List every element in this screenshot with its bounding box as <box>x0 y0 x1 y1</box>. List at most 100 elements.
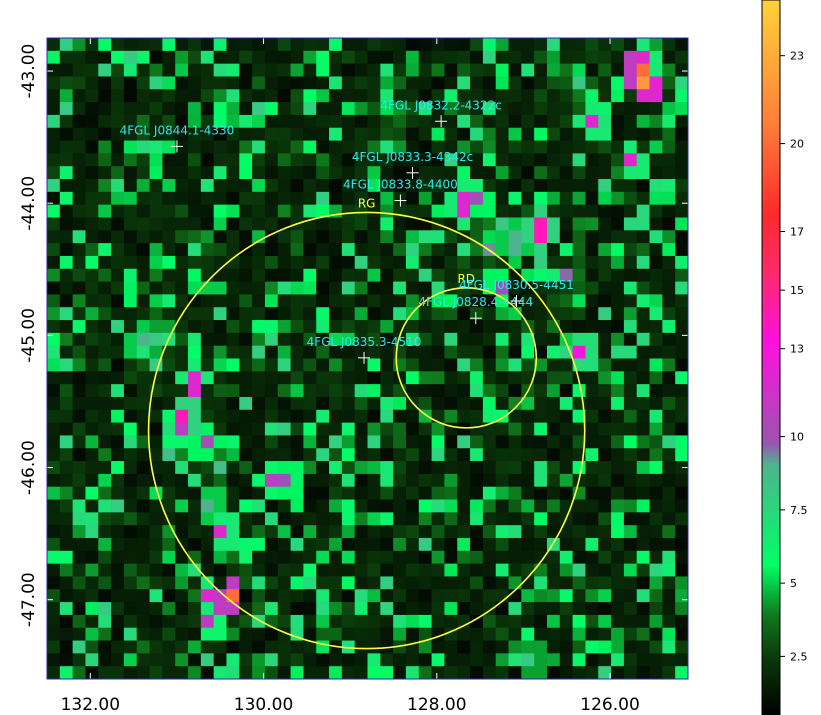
heatmap-cell <box>585 550 599 565</box>
heatmap-cell <box>675 550 688 565</box>
heatmap-cell <box>559 294 574 308</box>
heatmap-cell <box>162 166 176 180</box>
heatmap-cell <box>546 76 561 90</box>
heatmap-cell <box>534 63 548 78</box>
heatmap-cell <box>149 127 163 142</box>
heatmap-cell <box>482 127 497 142</box>
heatmap-cell <box>72 640 87 654</box>
heatmap-cell <box>367 217 381 231</box>
heatmap-cell <box>636 627 651 642</box>
heatmap-cell <box>226 38 240 52</box>
heatmap-cell <box>59 140 74 154</box>
heatmap-cell <box>598 512 612 526</box>
heatmap-cell <box>72 409 87 424</box>
heatmap-cell <box>585 640 599 654</box>
heatmap-cell <box>85 38 99 52</box>
heatmap-cell <box>162 204 176 219</box>
heatmap-cell <box>585 50 599 65</box>
heatmap-cell <box>675 435 688 449</box>
heatmap-cell <box>611 550 625 565</box>
heatmap-cell <box>341 384 356 398</box>
heatmap-cell <box>649 217 663 231</box>
heatmap-cell <box>495 563 510 578</box>
heatmap-cell <box>175 461 189 475</box>
heatmap-cell <box>457 512 471 526</box>
heatmap-cell <box>136 179 151 193</box>
heatmap-cell <box>444 191 458 206</box>
heatmap-cell <box>162 409 176 424</box>
heatmap-cell <box>444 486 458 501</box>
heatmap-cell <box>98 38 112 52</box>
heatmap-cell <box>98 666 112 679</box>
heatmap-cell <box>585 281 599 295</box>
heatmap-cell <box>200 499 215 513</box>
heatmap-cell <box>405 448 420 462</box>
heatmap-cell <box>380 294 394 308</box>
heatmap-cell <box>457 268 471 283</box>
heatmap-cell <box>444 461 458 475</box>
heatmap-cell <box>329 576 343 590</box>
heatmap-cell <box>546 358 561 372</box>
heatmap-cell <box>354 448 369 462</box>
heatmap-cell <box>123 307 138 321</box>
heatmap-cell <box>136 76 151 90</box>
heatmap-cell <box>200 102 215 116</box>
heatmap-cell <box>85 435 99 449</box>
heatmap-cell <box>534 191 548 206</box>
heatmap-cell <box>329 473 343 488</box>
heatmap-cell <box>239 102 253 116</box>
heatmap-cell <box>572 435 587 449</box>
heatmap-cell <box>649 640 663 654</box>
heatmap-cell <box>123 243 138 257</box>
heatmap-cell <box>418 243 433 257</box>
heatmap-cell <box>534 255 548 270</box>
heatmap-cell <box>534 307 548 321</box>
heatmap-cell <box>329 627 343 642</box>
heatmap-cell <box>482 179 497 193</box>
x-tick-label: 128.00 <box>407 695 466 715</box>
heatmap-cell <box>200 653 215 667</box>
heatmap-cell <box>418 384 433 398</box>
heatmap-cell <box>72 89 87 103</box>
heatmap-cell <box>123 525 138 539</box>
heatmap-cell <box>367 640 381 654</box>
heatmap-cell <box>98 294 112 308</box>
heatmap-cell <box>354 114 369 129</box>
heatmap-cell <box>123 38 138 52</box>
heatmap-cell <box>303 281 317 295</box>
heatmap-cell <box>598 102 612 116</box>
heatmap-cell <box>98 602 112 616</box>
heatmap-cell <box>470 461 484 475</box>
heatmap-cell <box>316 102 330 116</box>
heatmap-cell <box>380 653 394 667</box>
heatmap-cell <box>431 166 446 180</box>
heatmap-cell <box>482 281 497 295</box>
heatmap-cell <box>277 114 292 129</box>
heatmap-cell <box>188 512 202 526</box>
region-label-rg: RG <box>358 196 376 210</box>
heatmap-cell <box>329 602 343 616</box>
heatmap-cell <box>546 294 561 308</box>
heatmap-cell <box>59 243 74 257</box>
heatmap-cell <box>264 204 279 219</box>
heatmap-cell <box>418 371 433 385</box>
heatmap-cell <box>136 473 151 488</box>
heatmap-cell <box>675 89 688 103</box>
heatmap-cell <box>380 281 394 295</box>
heatmap-cell <box>598 243 612 257</box>
heatmap-cell <box>200 473 215 488</box>
colorbar-tick-label: 13 <box>790 343 804 356</box>
heatmap-cell <box>175 358 189 372</box>
heatmap-cell <box>662 50 676 65</box>
heatmap-cell <box>495 217 510 231</box>
heatmap-cell <box>418 358 433 372</box>
heatmap-cell <box>47 486 61 501</box>
heatmap-cell <box>675 127 688 142</box>
heatmap-cell <box>303 140 317 154</box>
heatmap-cell <box>636 550 651 565</box>
heatmap-cell <box>123 396 138 411</box>
heatmap-cell <box>175 102 189 116</box>
heatmap-cell <box>675 76 688 90</box>
heatmap-cell <box>213 358 228 372</box>
heatmap-cell <box>636 50 651 65</box>
